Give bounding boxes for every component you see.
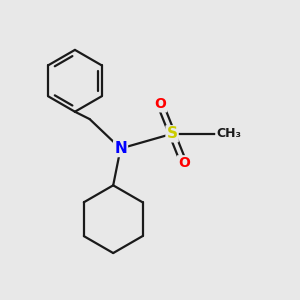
Text: O: O: [178, 156, 190, 170]
Text: N: N: [114, 141, 127, 156]
Text: CH₃: CH₃: [216, 127, 241, 140]
Text: O: O: [154, 98, 166, 111]
Text: S: S: [167, 126, 178, 141]
